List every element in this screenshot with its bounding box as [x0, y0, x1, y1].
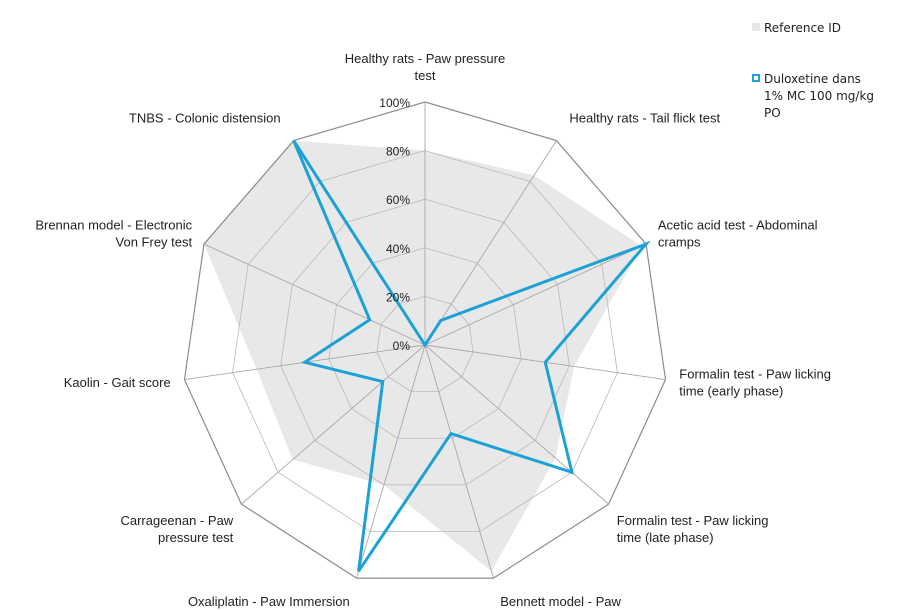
legend-swatch-reference: [752, 23, 760, 31]
grid-spoke-2: [424, 243, 647, 346]
axis-label-4-line-1: time (late phase): [617, 530, 714, 545]
grid-ring-60: [280, 198, 570, 486]
legend-label-duloxetine-line-1: Duloxetine dans: [764, 72, 861, 86]
grid-ring-20: [376, 295, 474, 393]
axis-label-5-line-0: Bennett model - Paw: [500, 594, 621, 609]
tick-label-100: 100%: [379, 96, 410, 110]
grid-ring-100: [183, 101, 667, 579]
grid-ring-40: [328, 247, 522, 439]
legend-item-reference: Reference ID: [752, 20, 892, 37]
legend-label-duloxetine-line-2: 1% MC 100 mg/kg: [764, 89, 875, 103]
axis-label-4: Formalin test - Paw licking time (late ph…: [617, 513, 769, 545]
legend-item-duloxetine: Duloxetine dans 1% MC 100 mg/kg PO: [752, 71, 892, 122]
tick-label-40: 40%: [386, 242, 410, 256]
legend-label-duloxetine-line-3: PO: [764, 106, 781, 120]
axis-label-4-line-0: Formalin test - Paw licking: [617, 513, 769, 528]
axis-label-2-line-0: Acetic acid test - Abdominal: [658, 218, 818, 233]
axis-label-2: Acetic acid test - Abdominal cramps: [658, 218, 818, 250]
grid-spoke-7: [241, 344, 426, 505]
tick-label-80: 80%: [386, 145, 410, 159]
axis-label-0-line-0: Healthy rats - Paw pressure: [345, 51, 505, 66]
axis-label-0-line-1: test: [415, 68, 436, 83]
axis-label-7: Carrageenan - Paw pressure test: [120, 513, 233, 545]
axis-label-10-line-0: TNBS - Colonic distension: [129, 110, 281, 125]
grid-spoke-9: [203, 243, 426, 346]
axis-label-3-line-0: Formalin test - Paw licking: [679, 366, 831, 381]
axis-label-8: Kaolin - Gait score: [64, 375, 171, 390]
tick-label-0: 0%: [393, 339, 411, 353]
legend-label-duloxetine: Duloxetine dans 1% MC 100 mg/kg PO: [764, 71, 874, 122]
axis-label-3: Formalin test - Paw licking time (early p…: [679, 366, 831, 398]
grid-spoke-5: [424, 344, 494, 579]
axis-label-1-line-0: Healthy rats - Tail flick test: [569, 110, 720, 125]
tick-label-60: 60%: [386, 193, 410, 207]
axis-label-9-line-1: Von Frey test: [116, 235, 193, 250]
axis-label-9: Brennan model - Electronic Von Frey test: [35, 218, 192, 250]
axis-label-6-line-0: Oxaliplatin - Paw Immersion: [188, 594, 350, 609]
axis-label-6: Oxaliplatin - Paw Immersiontest: [188, 594, 350, 610]
axis-label-0: Healthy rats - Paw pressure test: [345, 51, 505, 83]
reference-area-layer: [203, 140, 642, 572]
duloxetine-line-layer: [292, 139, 651, 572]
duloxetine-line: [292, 139, 651, 572]
axis-label-7-line-1: pressure test: [158, 530, 234, 545]
radial-tick-labels: 0% 20% 40% 60% 80% 100%: [379, 96, 410, 353]
tick-label-20: 20%: [386, 290, 410, 304]
axis-label-9-line-0: Brennan model - Electronic: [35, 218, 192, 233]
axis-label-8-line-0: Kaolin - Gait score: [64, 375, 171, 390]
legend-swatch-duloxetine: [752, 74, 760, 82]
axis-label-3-line-1: time (early phase): [679, 383, 783, 398]
legend-label-reference: Reference ID: [764, 21, 842, 35]
legend: Reference ID Duloxetine dans 1% MC 100 m…: [752, 20, 892, 156]
grid-ring-80: [232, 150, 618, 532]
axis-label-2-line-1: cramps: [658, 235, 701, 250]
grid-spoke-4: [424, 344, 609, 505]
reference-area: [203, 140, 642, 572]
axis-label-10: TNBS - Colonic distension: [129, 110, 281, 125]
axis-label-7-line-0: Carrageenan - Paw: [120, 513, 233, 528]
grid-spoke-1: [424, 140, 557, 346]
grid-spoke-6: [356, 344, 426, 579]
axis-label-1: Healthy rats - Tail flick test: [569, 110, 720, 125]
